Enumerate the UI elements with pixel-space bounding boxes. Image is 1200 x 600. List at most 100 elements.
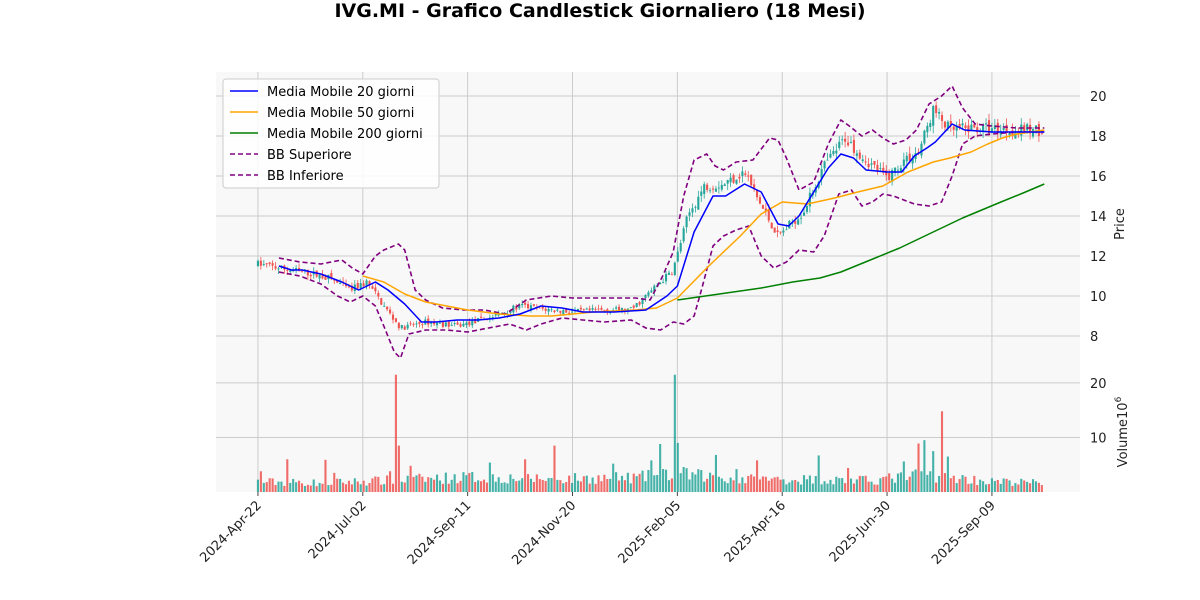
candle-body [776, 230, 779, 232]
candle-body [697, 196, 700, 210]
candle-body [899, 167, 902, 172]
volume-bar [691, 472, 694, 492]
candle-body [597, 308, 600, 310]
candle-body [993, 125, 996, 129]
volume-bar [632, 473, 635, 492]
candle-body [996, 122, 999, 134]
candle-body [350, 285, 353, 291]
volume-bar [861, 476, 864, 492]
candle-body [383, 305, 386, 307]
candle-body [256, 260, 259, 267]
candle-body [935, 105, 938, 114]
candle-body [347, 286, 351, 288]
candle-body [339, 282, 342, 284]
candle-body [286, 269, 289, 271]
volume-bar [750, 474, 753, 492]
volume-bar [350, 484, 353, 492]
volume-bar [711, 475, 715, 492]
volume-bar [1034, 481, 1038, 492]
volume-bar [835, 476, 838, 492]
candle-body [1020, 124, 1023, 136]
candle-body [300, 270, 304, 272]
candle-body [741, 171, 744, 177]
volume-bar [359, 484, 362, 492]
volume-bar [802, 475, 806, 492]
volume-bar [541, 479, 544, 492]
volume-bar [277, 481, 280, 492]
candle-body [876, 164, 879, 172]
candle-body [858, 152, 861, 159]
candle-body [911, 158, 914, 164]
volume-bar [600, 481, 603, 492]
candle-body [653, 285, 656, 292]
volume-bar [553, 445, 556, 492]
volume-bar [920, 471, 923, 492]
volume-bar [339, 478, 342, 492]
volume-bar [685, 468, 688, 492]
volume-bar [462, 472, 465, 492]
candle-body [949, 120, 952, 125]
volume-bar [303, 485, 306, 492]
price-tick-label: 14 [1090, 210, 1107, 225]
candle-body [755, 189, 759, 198]
candle-body [330, 272, 333, 279]
candle-body [838, 141, 841, 148]
volume-bar [547, 477, 550, 492]
candle-body [632, 305, 635, 308]
candle-body [415, 323, 418, 325]
volume-bar [327, 485, 330, 492]
candle-body [377, 292, 380, 297]
volume-bar [996, 479, 999, 492]
candle-body [747, 175, 750, 177]
candle-body [847, 142, 850, 146]
candle-body [703, 184, 706, 195]
volume-bar [761, 476, 764, 492]
volume-bar [946, 456, 949, 492]
volume-bar [794, 480, 797, 492]
candle-body [973, 124, 976, 128]
candle-body [403, 326, 406, 330]
volume-bar [606, 478, 609, 492]
volume-bar [893, 482, 897, 492]
candle-body [688, 212, 691, 216]
candle-body [717, 187, 720, 189]
volume-bar [694, 474, 697, 492]
candle-body [732, 175, 735, 183]
volume-bar [441, 483, 444, 492]
volume-bar [365, 485, 368, 492]
ma50-line [362, 129, 1045, 317]
candle-body [635, 302, 638, 308]
ma20-line [278, 123, 1045, 323]
volume-bar [990, 478, 993, 492]
candle-body [544, 308, 547, 311]
candle-body [474, 318, 477, 324]
volume-bar [703, 481, 706, 492]
volume-bar [976, 485, 979, 492]
candle-body [709, 190, 712, 192]
volume-bar [465, 475, 468, 492]
legend-label: Media Mobile 20 giorni [267, 85, 414, 100]
candle-body [421, 324, 424, 326]
volume-bar [650, 460, 653, 492]
volume-bar [521, 478, 524, 492]
volume-bar [609, 478, 612, 492]
volume-bar [306, 484, 309, 492]
volume-bar [292, 478, 295, 492]
candle-body [667, 272, 671, 275]
candle-body [571, 311, 574, 313]
candle-body [594, 308, 597, 310]
volume-bar [485, 482, 489, 492]
volume-bar [829, 479, 832, 492]
candle-body [932, 105, 935, 126]
candle-body [318, 274, 321, 279]
price-tick-label: 12 [1090, 250, 1107, 265]
volume-bar [618, 480, 621, 492]
volume-bar [274, 484, 277, 492]
volume-bar [647, 469, 650, 492]
volume-bar [852, 483, 855, 492]
volume-bar [565, 482, 568, 492]
volume-bar [412, 476, 415, 492]
volume-bar [926, 474, 929, 492]
volume-bar [295, 482, 298, 492]
candle-body [521, 303, 524, 306]
